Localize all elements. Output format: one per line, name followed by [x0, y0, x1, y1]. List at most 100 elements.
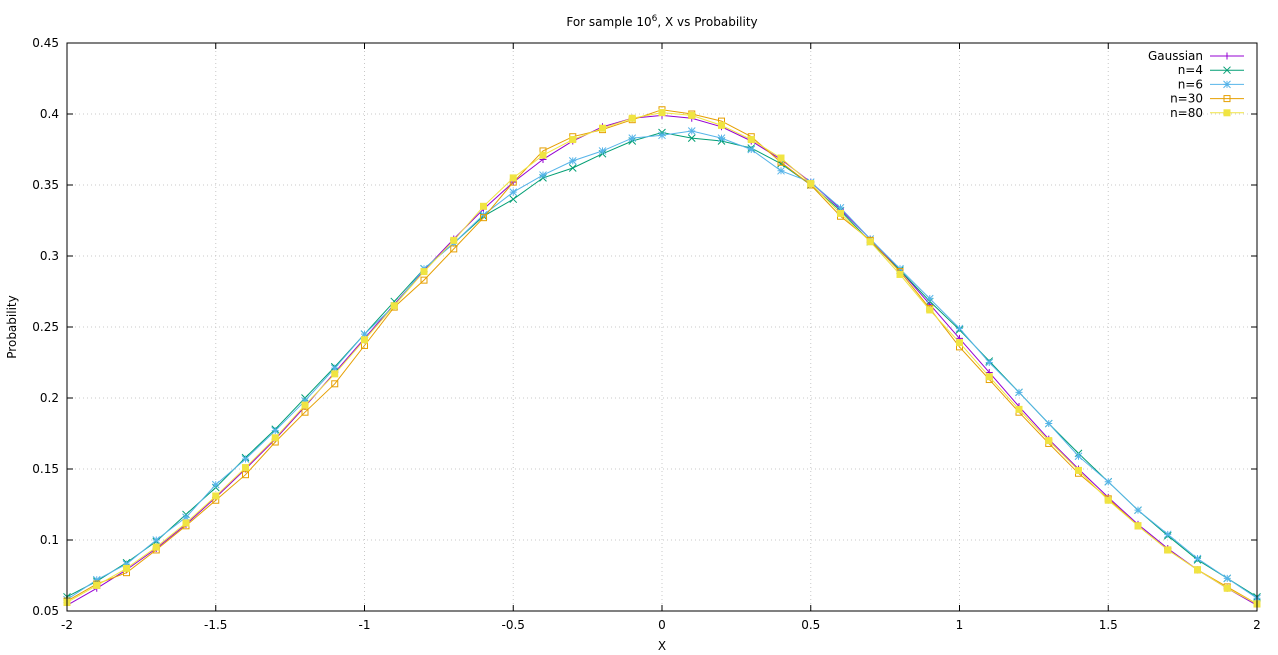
star-marker	[717, 134, 726, 142]
star-marker	[509, 188, 518, 196]
filled-square-marker	[182, 519, 190, 527]
filled-square-marker	[480, 202, 487, 210]
filled-square-marker	[450, 236, 458, 244]
y-tick-label: 0.35	[32, 178, 59, 192]
star-marker	[1044, 419, 1053, 428]
filled-square-marker	[1015, 405, 1023, 413]
star-marker	[182, 513, 190, 522]
square-marker	[480, 214, 487, 222]
cross-marker	[1223, 66, 1231, 75]
star-marker	[985, 358, 994, 367]
series-line	[66, 112, 1258, 605]
filled-square-marker	[1104, 496, 1112, 504]
x-tick-label: 0	[658, 618, 666, 632]
square-marker	[331, 380, 339, 388]
filled-square-marker	[123, 564, 130, 572]
star-marker	[92, 575, 101, 584]
filled-square-marker	[866, 238, 874, 246]
star-marker	[152, 536, 161, 544]
star-marker	[568, 157, 577, 165]
cross-marker	[687, 134, 696, 142]
star-marker	[360, 330, 369, 338]
filled-square-marker	[93, 581, 101, 589]
filled-square-marker	[331, 370, 339, 378]
star-marker	[687, 127, 696, 135]
filled-square-marker	[390, 302, 398, 310]
star-marker	[1163, 530, 1172, 539]
filled-square-marker	[628, 114, 636, 122]
filled-square-marker	[658, 109, 666, 117]
ticks: -2 -1.5 -1 -0.5 0 0.5 1 1.5 2 0.05 0.1 0.15 0.2 0.25 0…	[32, 36, 1261, 632]
filled-square-marker	[1134, 522, 1142, 530]
star-marker	[598, 147, 607, 155]
filled-square-marker	[926, 306, 934, 314]
filled-square-marker	[301, 401, 309, 409]
filled-square-marker	[956, 339, 963, 347]
filled-square-marker	[599, 124, 606, 132]
star-marker	[747, 145, 756, 154]
star-marker	[1223, 574, 1232, 583]
star-marker	[1074, 452, 1083, 461]
filled-square-marker	[688, 111, 696, 119]
y-axis-label: Probability	[5, 295, 19, 358]
star-marker	[211, 480, 220, 489]
star-marker	[955, 324, 964, 333]
filled-square-marker	[985, 373, 993, 381]
y-tick-label: 0.05	[32, 604, 59, 618]
filled-square-marker	[837, 209, 844, 217]
grid	[67, 43, 1257, 611]
y-tick-label: 0.1	[40, 533, 59, 547]
star-marker	[1193, 554, 1202, 563]
chart-title-exponent: 6	[652, 14, 658, 24]
star-marker	[241, 455, 250, 463]
x-axis-label: X	[658, 639, 666, 653]
filled-square-marker	[1075, 466, 1082, 474]
x-tick-label: 0.5	[801, 618, 820, 632]
star-marker	[539, 171, 547, 179]
filled-square-marker	[569, 136, 577, 144]
square-marker	[420, 276, 428, 284]
star-marker	[1223, 80, 1231, 89]
plus-marker	[1223, 52, 1231, 60]
star-marker	[658, 131, 666, 140]
star-marker	[836, 203, 845, 212]
filled-square-marker	[896, 270, 904, 278]
square-marker	[1223, 95, 1231, 103]
star-marker	[301, 396, 309, 405]
star-marker	[1104, 477, 1113, 486]
star-marker	[271, 426, 280, 435]
y-tick-label: 0.2	[40, 391, 59, 405]
filled-square-marker	[1223, 584, 1231, 592]
series-layer	[63, 106, 1261, 609]
y-tick-label: 0.25	[32, 320, 59, 334]
legend-label: n=30	[1170, 92, 1203, 106]
chart-title-suffix: , X vs Probability	[657, 15, 757, 29]
x-tick-label: 2	[1253, 618, 1261, 632]
filled-square-marker	[539, 151, 547, 159]
square-marker	[450, 245, 458, 253]
star-marker	[628, 134, 637, 142]
series-line	[66, 130, 1258, 601]
filled-square-marker	[1045, 437, 1053, 445]
chart-title: For sample 106, X vs Probability	[566, 14, 757, 29]
square-marker	[301, 408, 309, 416]
legend-label: n=6	[1178, 77, 1203, 91]
filled-square-marker	[1223, 109, 1231, 117]
star-marker	[122, 560, 131, 568]
star-marker	[777, 166, 785, 175]
series-n-80	[63, 109, 1261, 608]
filled-square-marker	[509, 174, 517, 182]
star-marker	[330, 364, 339, 373]
legend-label: n=4	[1178, 63, 1203, 77]
star-marker	[1134, 506, 1142, 515]
y-tick-label: 0.15	[32, 462, 59, 476]
legend-label: Gaussian	[1148, 49, 1203, 63]
legend-label: n=80	[1170, 106, 1203, 120]
filled-square-marker	[212, 492, 220, 500]
filled-square-marker	[152, 543, 160, 551]
x-tick-label: -1	[359, 618, 371, 632]
filled-square-marker	[718, 121, 725, 129]
x-tick-label: 1.5	[1099, 618, 1118, 632]
